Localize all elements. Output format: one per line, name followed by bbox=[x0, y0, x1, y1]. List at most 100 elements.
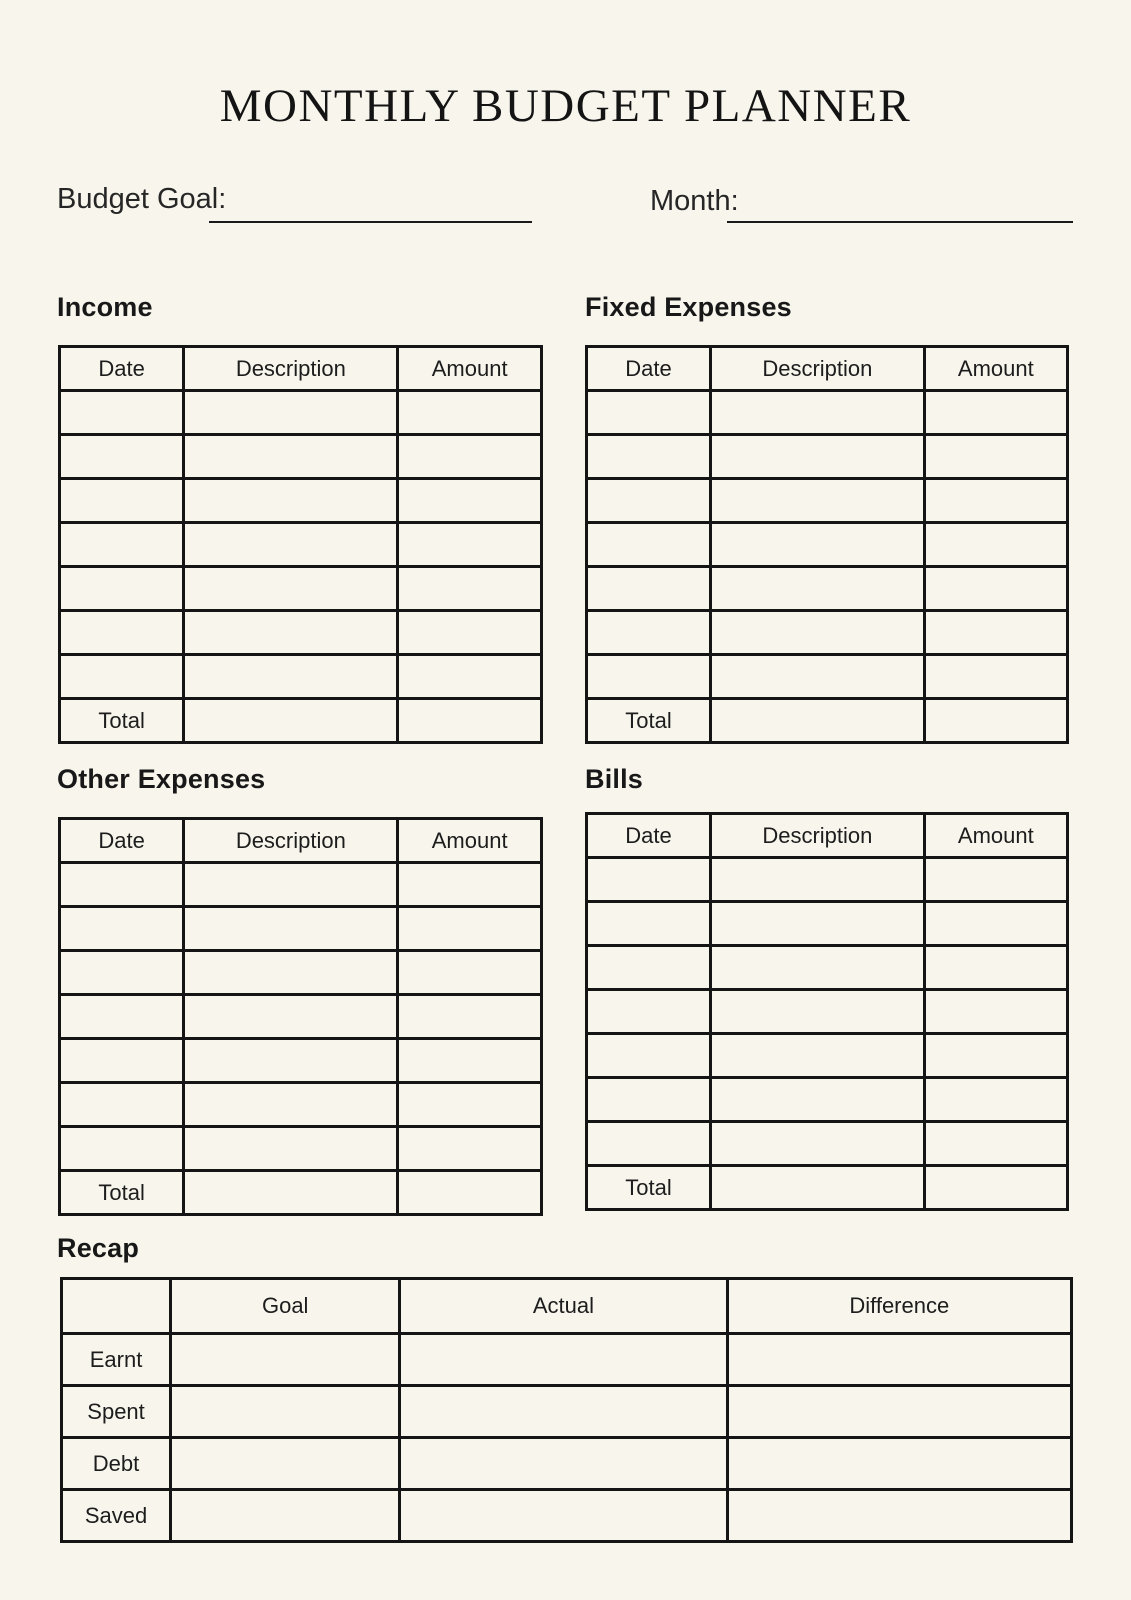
column-header-description: Description bbox=[709, 812, 926, 859]
total-label-cell: Total bbox=[57, 697, 186, 744]
empty-cell bbox=[584, 389, 713, 436]
empty-cell bbox=[725, 1384, 1074, 1439]
empty-cell bbox=[709, 521, 926, 568]
empty-cell bbox=[922, 988, 1070, 1035]
column-header-date: Date bbox=[57, 817, 186, 864]
empty-cell bbox=[182, 609, 400, 656]
table-row bbox=[584, 653, 1070, 700]
empty-cell bbox=[57, 1125, 186, 1172]
empty-cell bbox=[398, 1436, 729, 1491]
column-header-description: Description bbox=[182, 817, 400, 864]
column-header-description: Description bbox=[709, 345, 926, 392]
empty-cell bbox=[57, 609, 186, 656]
column-header-difference: Difference bbox=[725, 1277, 1074, 1335]
empty-cell bbox=[584, 521, 713, 568]
table-row bbox=[584, 521, 1070, 568]
empty-cell bbox=[57, 653, 186, 700]
total-row: Total bbox=[584, 1164, 1070, 1211]
month-line bbox=[727, 221, 1073, 223]
empty-cell bbox=[396, 697, 543, 744]
fixed-expenses-table: Date Description Amount Total bbox=[584, 345, 1070, 744]
empty-cell bbox=[396, 565, 543, 612]
empty-cell bbox=[584, 609, 713, 656]
empty-cell bbox=[709, 856, 926, 903]
empty-cell bbox=[584, 1076, 713, 1123]
empty-cell bbox=[709, 988, 926, 1035]
empty-cell bbox=[182, 1169, 400, 1216]
fixed-expenses-section-title: Fixed Expenses bbox=[585, 292, 792, 322]
empty-cell bbox=[584, 433, 713, 480]
income-section-title: Income bbox=[57, 292, 153, 322]
empty-cell bbox=[922, 856, 1070, 903]
table-row bbox=[584, 988, 1070, 1035]
total-label-cell: Total bbox=[584, 1164, 713, 1211]
empty-cell bbox=[584, 1120, 713, 1167]
empty-cell bbox=[396, 653, 543, 700]
empty-cell bbox=[922, 433, 1070, 480]
empty-cell bbox=[396, 521, 543, 568]
empty-cell bbox=[922, 900, 1070, 947]
empty-cell bbox=[709, 565, 926, 612]
column-header-date: Date bbox=[584, 345, 713, 392]
empty-cell bbox=[396, 609, 543, 656]
recap-table: Goal Actual Difference Earnt Spent Debt bbox=[59, 1277, 1074, 1543]
empty-cell bbox=[398, 1332, 729, 1387]
table-row bbox=[57, 949, 543, 996]
recap-row-label: Earnt bbox=[59, 1332, 173, 1387]
empty-cell bbox=[725, 1488, 1074, 1543]
empty-cell bbox=[182, 1037, 400, 1084]
empty-cell bbox=[584, 988, 713, 1035]
table-row bbox=[57, 1125, 543, 1172]
recap-row-saved: Saved bbox=[59, 1488, 1074, 1543]
empty-cell bbox=[709, 944, 926, 991]
column-header-actual: Actual bbox=[398, 1277, 729, 1335]
table-row bbox=[584, 900, 1070, 947]
empty-cell bbox=[709, 1076, 926, 1123]
empty-cell bbox=[57, 1081, 186, 1128]
income-header-row: Date Description Amount bbox=[57, 345, 543, 392]
empty-cell bbox=[584, 856, 713, 903]
empty-cell bbox=[396, 1125, 543, 1172]
empty-cell bbox=[182, 1125, 400, 1172]
empty-cell bbox=[709, 477, 926, 524]
empty-cell bbox=[57, 389, 186, 436]
table-row bbox=[57, 609, 543, 656]
empty-cell bbox=[169, 1436, 402, 1491]
empty-cell bbox=[396, 477, 543, 524]
column-header-description: Description bbox=[182, 345, 400, 392]
empty-cell bbox=[709, 389, 926, 436]
empty-cell bbox=[169, 1384, 402, 1439]
other-expenses-section-title: Other Expenses bbox=[57, 764, 266, 794]
column-header-date: Date bbox=[57, 345, 186, 392]
empty-cell bbox=[396, 389, 543, 436]
empty-cell bbox=[396, 1081, 543, 1128]
table-row bbox=[57, 905, 543, 952]
empty-cell bbox=[922, 609, 1070, 656]
empty-cell bbox=[182, 565, 400, 612]
income-table: Date Description Amount Total bbox=[57, 345, 543, 744]
empty-cell bbox=[584, 653, 713, 700]
empty-cell bbox=[922, 697, 1070, 744]
empty-cell bbox=[725, 1436, 1074, 1491]
empty-cell bbox=[169, 1488, 402, 1543]
table-row bbox=[57, 433, 543, 480]
empty-cell bbox=[57, 521, 186, 568]
empty-cell bbox=[57, 433, 186, 480]
empty-cell bbox=[709, 900, 926, 947]
table-row bbox=[57, 477, 543, 524]
recap-row-debt: Debt bbox=[59, 1436, 1074, 1491]
empty-cell bbox=[922, 1120, 1070, 1167]
recap-header-row: Goal Actual Difference bbox=[59, 1277, 1074, 1335]
empty-cell bbox=[57, 477, 186, 524]
empty-cell bbox=[182, 861, 400, 908]
empty-cell bbox=[922, 565, 1070, 612]
table-row bbox=[57, 389, 543, 436]
empty-cell bbox=[57, 993, 186, 1040]
empty-cell bbox=[922, 653, 1070, 700]
empty-cell bbox=[396, 433, 543, 480]
table-row bbox=[584, 477, 1070, 524]
table-row bbox=[57, 1037, 543, 1084]
empty-cell bbox=[57, 949, 186, 996]
empty-cell bbox=[182, 697, 400, 744]
